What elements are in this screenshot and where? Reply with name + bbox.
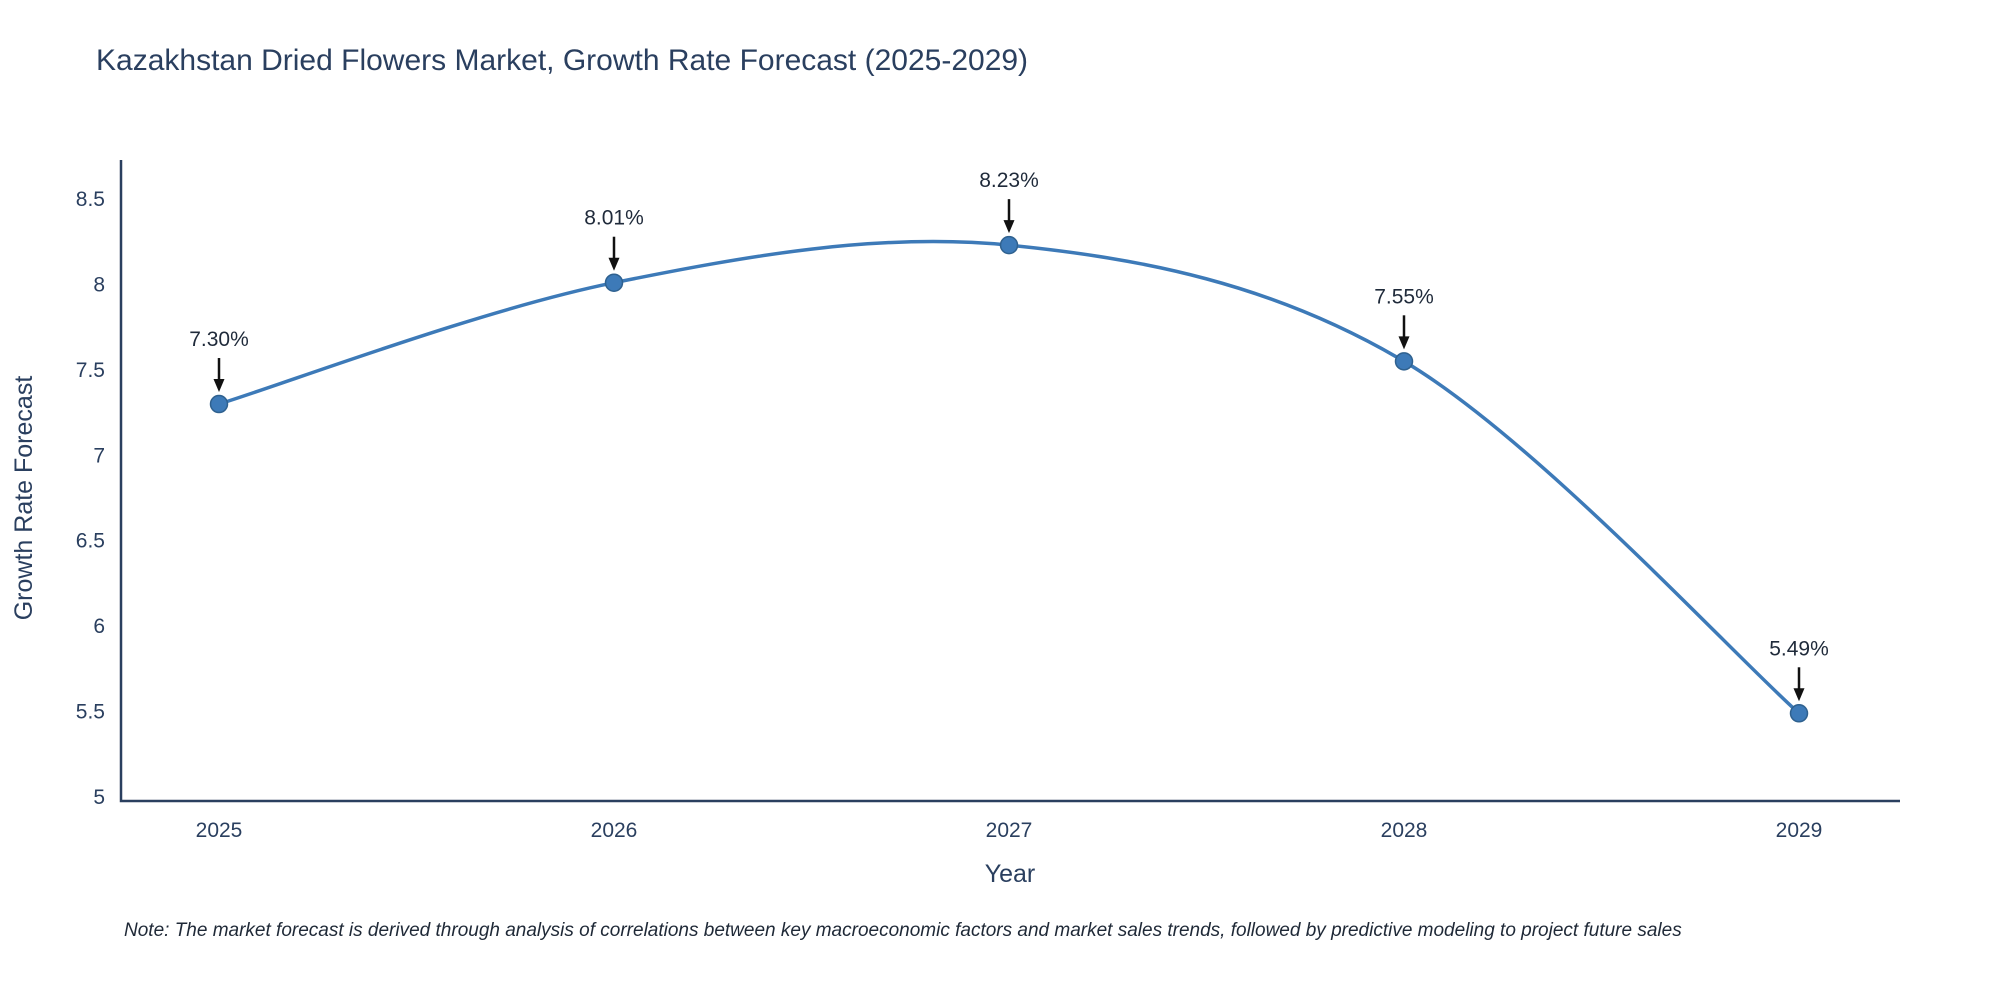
x-tick-label: 2025 (196, 819, 243, 842)
y-tick-label: 5 (93, 786, 105, 809)
point-annotation: 7.30% (189, 328, 249, 351)
chart-title: Kazakhstan Dried Flowers Market, Growth … (96, 44, 1029, 77)
point-annotation: 7.55% (1374, 285, 1434, 308)
plot-layer: 5 5.5 6 6.5 7 7.5 8 8.5 2025 2026 2027 2028 2029 7.30… (76, 160, 1900, 842)
y-tick-label: 8 (93, 273, 105, 296)
data-point (1394, 352, 1414, 371)
point-annotation: 5.49% (1769, 637, 1829, 660)
annotation-arrowhead (1003, 220, 1015, 234)
y-tick-label: 7 (93, 444, 105, 467)
y-axis-title: Growth Rate Forecast (10, 376, 38, 621)
data-point (209, 394, 229, 414)
point-annotation: 8.23% (979, 169, 1039, 192)
line-series (217, 239, 1801, 716)
annotation-arrowhead (1398, 336, 1410, 350)
data-point (1789, 704, 1809, 723)
data-point (999, 235, 1019, 255)
annotation-arrowhead (1793, 688, 1805, 702)
axis-spine (119, 160, 1900, 803)
y-tick-label: 7.5 (76, 359, 105, 382)
y-tick-label: 6.5 (76, 530, 105, 553)
annotation-arrowhead (608, 257, 620, 271)
y-tick-label: 5.5 (76, 701, 105, 724)
point-annotation: 8.01% (584, 207, 644, 230)
x-tick-label: 2028 (1381, 819, 1428, 842)
x-axis-title: Year (985, 860, 1036, 888)
y-tick-label: 6 (93, 615, 105, 638)
chart-footnote: Note: The market forecast is derived thr… (124, 920, 1682, 941)
x-tick-label: 2027 (986, 819, 1033, 842)
x-tick-label: 2029 (1776, 819, 1823, 842)
x-tick-label: 2026 (591, 819, 638, 842)
annotation-arrowhead (213, 379, 225, 393)
y-tick-label: 8.5 (76, 188, 105, 211)
data-point (604, 273, 624, 292)
